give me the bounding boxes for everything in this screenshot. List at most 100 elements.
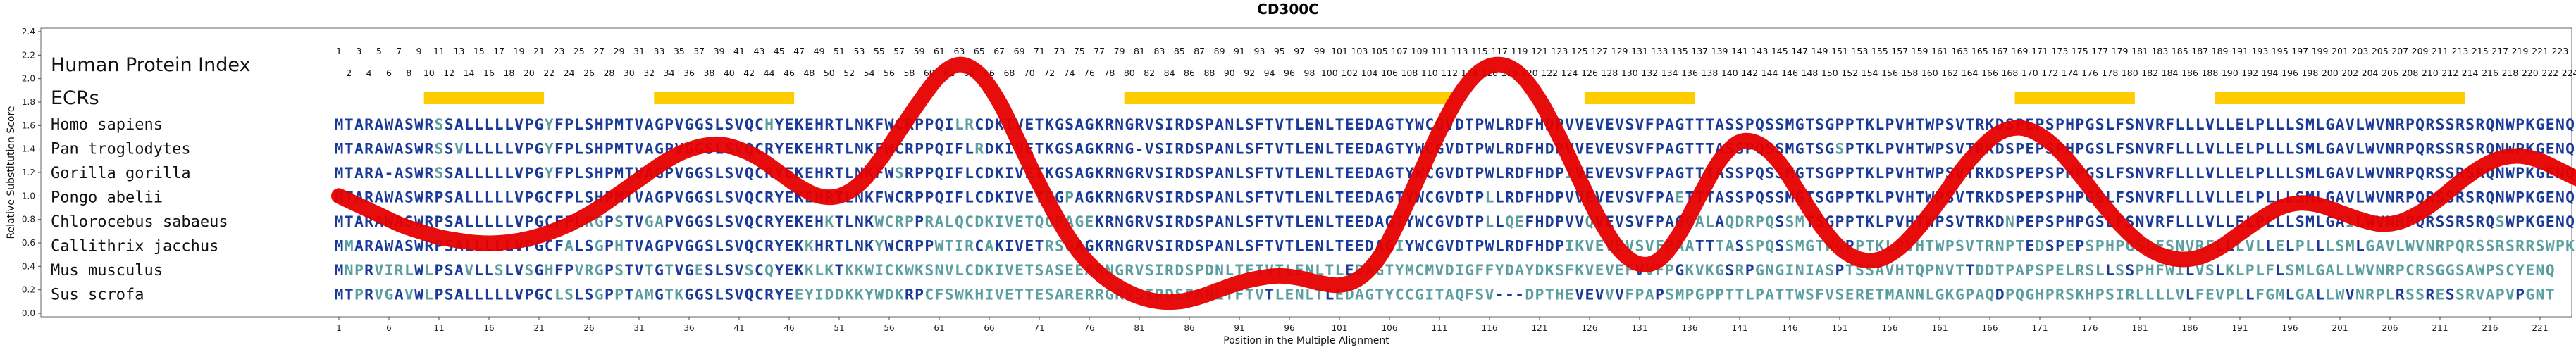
residue: S	[924, 262, 934, 279]
residue: W	[414, 287, 423, 304]
residue: E	[2055, 262, 2064, 279]
protein-index-label: 124	[1561, 68, 1578, 78]
residue: K	[1045, 116, 1054, 134]
ecr-bar	[2215, 92, 2465, 104]
residue: L	[2355, 189, 2365, 207]
residue: R	[2475, 116, 2484, 134]
residue: G	[2525, 287, 2534, 304]
residue: Q	[935, 116, 944, 134]
residue: R	[364, 262, 373, 279]
residue: L	[1235, 116, 1244, 134]
residue: W	[1485, 141, 1494, 158]
protein-index-label: 96	[1284, 68, 1295, 78]
residue: G	[1775, 262, 1784, 279]
residue: Y	[1395, 262, 1404, 279]
residue: D	[1455, 213, 1464, 231]
residue: G	[2086, 141, 2095, 158]
x-tick-label: 161	[1932, 323, 1948, 333]
residue: S	[1835, 141, 1845, 158]
residue: E	[1515, 213, 1524, 231]
residue: V	[2346, 287, 2355, 304]
residue: N	[2136, 189, 2145, 207]
y-tick-label: 0.4	[22, 261, 35, 271]
residue: P	[1475, 189, 1484, 207]
residue: E	[2525, 262, 2534, 279]
y-tick-label: 2.0	[22, 74, 35, 84]
residue: V	[1945, 262, 1955, 279]
residue: P	[2296, 238, 2305, 256]
residue: A	[454, 189, 464, 207]
residue: F	[2115, 116, 2124, 134]
residue: L	[2225, 141, 2234, 158]
residue: T	[345, 165, 354, 182]
protein-index-label: 196	[2281, 68, 2298, 78]
residue: P	[354, 262, 364, 279]
residue: V	[404, 287, 414, 304]
residue: N	[1115, 213, 1124, 231]
residue: W	[874, 213, 884, 231]
residue: P	[1845, 141, 1854, 158]
residue: W	[2365, 165, 2374, 182]
residue: E	[1675, 189, 1684, 207]
residue: L	[485, 165, 494, 182]
residue: D	[1185, 165, 1194, 182]
residue: P	[2075, 116, 2084, 134]
residue: P	[664, 238, 674, 256]
residue: A	[395, 165, 404, 182]
residue: V	[674, 238, 683, 256]
residue: A	[645, 238, 654, 256]
protein-index-label: 108	[1401, 68, 1418, 78]
residue: T	[1685, 116, 1695, 134]
residue: E	[1355, 189, 1364, 207]
residue: K	[824, 213, 834, 231]
residue: G	[1125, 238, 1134, 256]
protein-index-label: 42	[743, 68, 755, 78]
residue: C	[1395, 287, 1404, 304]
residue: L	[555, 287, 564, 304]
residue: G	[685, 165, 694, 182]
y-axis-label: Relative Substitution Score	[6, 106, 17, 239]
residue: L	[2196, 141, 2205, 158]
residue: T	[624, 213, 633, 231]
residue: V	[2365, 262, 2374, 279]
chart-title: CD300C	[1257, 1, 1319, 18]
residue: L	[2265, 189, 2274, 207]
residue: P	[1555, 165, 1564, 182]
residue: T	[664, 287, 674, 304]
residue: L	[2186, 165, 2195, 182]
x-tick-label: 16	[483, 323, 494, 333]
residue: N	[855, 141, 864, 158]
residue: L	[1485, 213, 1494, 231]
residue: R	[924, 213, 934, 231]
residue: L	[2105, 262, 2114, 279]
residue: L	[2196, 213, 2205, 231]
residue: L	[2215, 189, 2224, 207]
residue: P	[2055, 213, 2064, 231]
residue: R	[2155, 213, 2165, 231]
residue: S	[445, 189, 454, 207]
residue: Y	[865, 287, 874, 304]
residue: V	[1015, 165, 1024, 182]
residue: T	[1725, 287, 1734, 304]
residue: C	[2506, 262, 2515, 279]
residue: N	[2556, 189, 2565, 207]
x-tick-label: 46	[784, 323, 794, 333]
residue: N	[2386, 141, 2395, 158]
residue: A	[2336, 189, 2345, 207]
residue: L	[815, 262, 824, 279]
residue: R	[424, 189, 433, 207]
protein-index-label: 77	[1094, 46, 1105, 56]
x-tick-label: 166	[1982, 323, 1998, 333]
x-tick-label: 131	[1632, 323, 1648, 333]
residue: P	[924, 116, 934, 134]
residue: A	[354, 116, 364, 134]
protein-index-label: 137	[1691, 46, 1708, 56]
residue: L	[1295, 116, 1304, 134]
residue: T	[1395, 165, 1404, 182]
ecr-bar	[1584, 92, 1695, 104]
protein-index-label: 21	[533, 46, 545, 56]
residue: P	[2075, 213, 2084, 231]
residue: A	[1665, 141, 1674, 158]
residue: R	[1105, 238, 1114, 256]
residue: E	[1345, 165, 1354, 182]
